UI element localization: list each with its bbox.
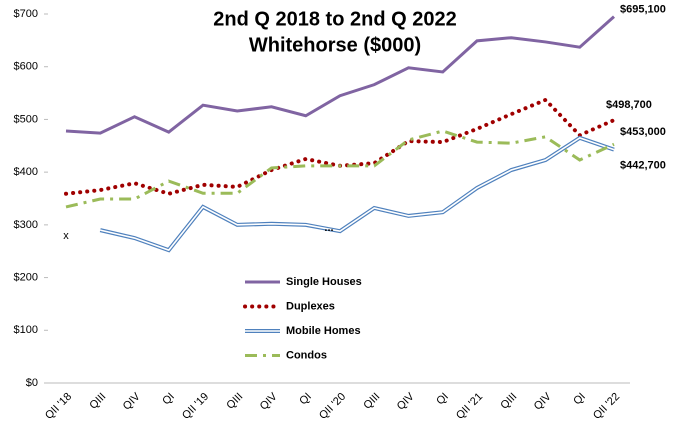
- x-tick-label: QII '22: [591, 391, 622, 422]
- legend-label: Single Houses: [286, 276, 362, 288]
- x-tick-label: QIV: [395, 390, 417, 412]
- value-label: $442,700: [620, 160, 666, 172]
- annotation: x: [63, 230, 69, 242]
- series-line: [65, 15, 615, 135]
- x-tick-label: QIII: [87, 391, 108, 412]
- x-tick-label: QIV: [532, 390, 554, 412]
- y-tick-label: $200: [14, 271, 38, 283]
- y-tick-label: $400: [14, 166, 38, 178]
- y-tick-label: $500: [14, 113, 38, 125]
- x-tick-label: QI: [434, 391, 451, 408]
- value-label: $453,000: [620, 126, 666, 138]
- x-tick-label: QII '19: [180, 391, 211, 422]
- x-tick-label: QII '20: [317, 391, 348, 422]
- annotation: ...: [324, 222, 333, 234]
- x-tick-label: QIV: [258, 390, 280, 412]
- value-label: $695,100: [620, 3, 666, 15]
- legend-label: Mobile Homes: [286, 325, 361, 337]
- y-tick-label: $100: [14, 324, 38, 336]
- legend-label: Duplexes: [286, 300, 335, 312]
- chart-subtitle: Whitehorse ($000): [249, 34, 421, 56]
- y-tick-label: $0: [26, 377, 38, 389]
- x-tick-label: QII '21: [454, 391, 485, 422]
- x-tick-label: QIII: [224, 391, 245, 412]
- x-tick-label: QIV: [121, 390, 143, 412]
- legend-label: Condos: [286, 349, 327, 361]
- x-tick-label: QI: [160, 391, 177, 408]
- series-line: [99, 135, 615, 253]
- x-tick-label: QIII: [361, 391, 382, 412]
- x-tick-label: QIII: [498, 391, 519, 412]
- y-tick-label: $600: [14, 61, 38, 73]
- x-tick-label: QII '18: [43, 391, 74, 422]
- y-tick-label: $300: [14, 219, 38, 231]
- y-tick-label: $700: [14, 8, 38, 20]
- series-line: [100, 136, 615, 252]
- x-tick-label: QI: [571, 391, 588, 408]
- x-tick-label: QI: [297, 391, 314, 408]
- value-label: $498,700: [606, 99, 652, 111]
- series-line: [65, 129, 615, 209]
- series-line: [64, 97, 616, 196]
- chart-title: 2nd Q 2018 to 2nd Q 2022: [213, 8, 456, 30]
